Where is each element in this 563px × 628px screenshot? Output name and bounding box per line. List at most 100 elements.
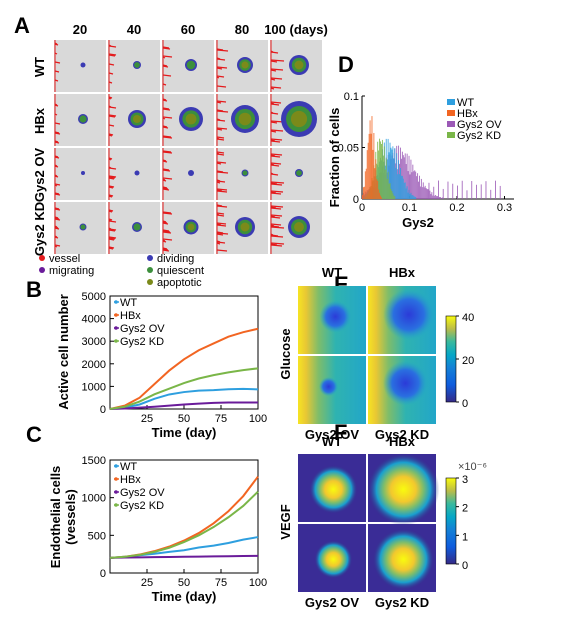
vessel-mark: [162, 99, 168, 102]
vessel-mark: [162, 229, 170, 232]
vessel-mark: [270, 86, 282, 89]
vessel-mark: [108, 53, 117, 56]
vessel-mark: [108, 106, 117, 109]
series-line: [109, 401, 258, 410]
histogram-bar: [471, 181, 473, 199]
vessel-mark: [54, 61, 61, 64]
glucose-depletion: [383, 360, 428, 406]
tumor-apoptotic: [241, 61, 249, 69]
vessel-mark: [270, 205, 284, 208]
vessel-mark: [54, 122, 61, 125]
vessel-mark: [270, 244, 283, 247]
panel-c-label: C: [26, 422, 42, 447]
colorbar: [445, 315, 457, 403]
histogram-bar: [362, 195, 363, 199]
histogram-bar: [438, 180, 439, 199]
tumor-apoptotic: [238, 112, 252, 126]
histogram-bar: [397, 174, 399, 199]
simulation-tile: [54, 40, 106, 92]
tumor-quiescent: [80, 224, 86, 230]
vessel-mark: [162, 150, 172, 153]
histogram-bar: [434, 195, 436, 199]
histogram-bar: [413, 196, 415, 199]
histogram-bar: [438, 197, 440, 199]
tumor-apoptotic: [294, 60, 304, 70]
vessel-mark: [162, 212, 173, 215]
histogram-bar: [380, 195, 381, 199]
vessel-mark: [216, 231, 224, 234]
plot-frame: [109, 295, 259, 410]
histogram-bar: [406, 186, 408, 199]
vessel-mark: [108, 167, 117, 170]
legend-swatch: [447, 121, 455, 127]
vessel-mark: [270, 162, 282, 165]
histogram-bar: [441, 197, 443, 199]
vessel-mark: [216, 127, 228, 130]
legend-label: HBx: [120, 474, 141, 486]
histogram-bar: [378, 150, 380, 199]
vessel-mark: [162, 135, 172, 138]
vessel-mark: [216, 222, 227, 225]
tumor-quiescent: [186, 60, 196, 70]
x-axis-label: Time (day): [152, 589, 217, 604]
histogram-bar: [390, 147, 392, 199]
histogram-bar: [385, 158, 387, 199]
vessel-mark: [108, 246, 115, 249]
vessel-mark: [216, 224, 227, 227]
row-label: Gys2 OV: [305, 595, 360, 610]
vessel-mark: [270, 164, 280, 167]
vessel-mark: [108, 115, 116, 118]
histogram-bar: [435, 194, 437, 199]
histogram-bar: [381, 143, 382, 199]
vessel-mark: [162, 247, 168, 250]
tumor-dividing: [81, 171, 85, 175]
legend-label: HBx: [120, 310, 141, 322]
x-tick-label: 25: [141, 413, 153, 425]
legend-label: HBx: [457, 108, 478, 120]
y-tick-label: 3000: [82, 336, 106, 348]
histogram-bar: [378, 189, 380, 199]
histogram-bar: [389, 183, 391, 199]
row-label: WT: [32, 57, 47, 77]
colorbar-label: 2: [462, 503, 468, 515]
vessel-mark: [108, 133, 114, 136]
histogram-bar: [405, 188, 407, 199]
histogram-bar: [403, 182, 405, 199]
histogram-bar: [419, 175, 420, 199]
histogram-bar: [425, 188, 427, 199]
vessel-mark: [108, 185, 115, 188]
legend-marker: [147, 279, 153, 285]
vessel-mark: [108, 114, 117, 117]
simulation-tile: [108, 148, 160, 200]
histogram-bar: [429, 190, 431, 199]
vessel-mark: [108, 237, 116, 240]
y-axis-label: Fraction of cells: [327, 108, 342, 208]
vessel-mark: [162, 230, 171, 233]
x-tick-label: 0.2: [449, 202, 464, 214]
legend-label: WT: [120, 461, 137, 473]
vessel-mark: [270, 138, 283, 141]
vessel-mark: [108, 175, 117, 178]
tumor-apoptotic: [294, 222, 304, 232]
tumor-quiescent: [133, 223, 141, 231]
histogram-bar: [373, 132, 375, 199]
histogram-bar: [392, 146, 394, 199]
colorbar: [445, 477, 457, 565]
panel-a-label: A: [14, 13, 30, 38]
simulation-tile: [54, 148, 106, 200]
legend-label: vessel: [49, 253, 80, 265]
series-line: [109, 367, 259, 410]
histogram-bar: [371, 116, 373, 199]
histogram-bar: [480, 184, 482, 199]
vessel-mark: [162, 249, 170, 252]
vessel-mark: [270, 155, 281, 158]
histogram-bar: [381, 139, 383, 199]
row-label: Gys2 OV: [32, 148, 47, 203]
histogram-bar: [394, 148, 396, 199]
histogram-bar: [402, 155, 404, 199]
histogram-bar: [436, 196, 438, 199]
vessel-mark: [108, 209, 114, 212]
histogram-bar: [392, 193, 394, 199]
vessel-mark: [216, 233, 224, 236]
vessel-mark: [54, 217, 60, 220]
